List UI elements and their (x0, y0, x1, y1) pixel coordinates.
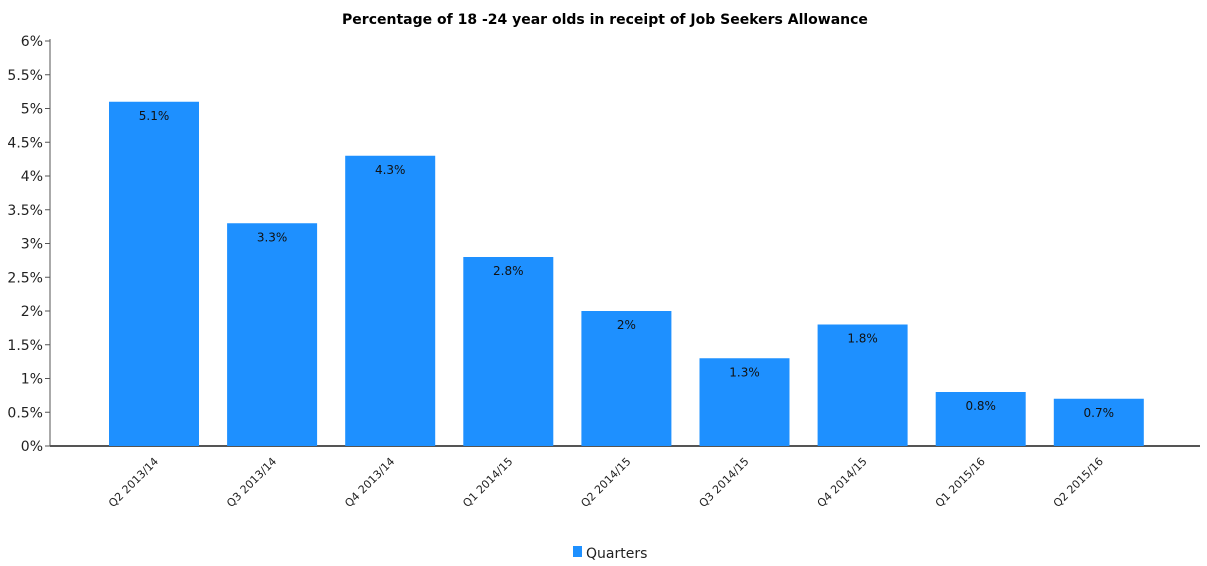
x-tick-label: Q4 2013/14 (342, 455, 397, 510)
y-axis: 0% 0.5% 1% 1.5% 2% 2.5% 3% 3.5% 4% 4.5% 5% 5.5% 6% (7, 34, 51, 455)
x-tick-label: Q2 2013/14 (106, 455, 161, 510)
y-tick-label: 5.5% (7, 68, 43, 84)
data-label: 5.1% (139, 109, 170, 123)
y-tick-label: 6% (21, 34, 43, 50)
y-tick-label: 1.5% (7, 338, 43, 354)
y-tick-label: 2% (21, 304, 43, 320)
x-tick-label: Q1 2015/16 (933, 455, 988, 510)
x-tick-label: Q2 2015/16 (1051, 455, 1106, 510)
data-label: 2% (617, 318, 636, 332)
data-label: 2.8% (493, 264, 524, 278)
bar (935, 392, 1026, 446)
data-label: 4.3% (375, 163, 406, 177)
bar (1053, 398, 1144, 446)
x-tick-label: Q1 2014/15 (460, 455, 515, 510)
bar (109, 101, 199, 446)
bar (817, 324, 908, 446)
y-tick-label: 2.5% (7, 270, 43, 286)
x-tick-label: Q3 2013/14 (224, 455, 279, 510)
x-axis: Q2 2013/14 Q3 2013/14 Q4 2013/14 Q1 2014/15… (50, 445, 1200, 510)
bars: 5.1% 3.3% 4.3% 2.8% 2% 1.3% 1.8% 0.8% 0.7% (109, 101, 1144, 446)
y-tick-label: 3.5% (7, 203, 43, 219)
y-tick-label: 4% (21, 169, 43, 185)
legend: Quarters (573, 546, 647, 562)
bar (227, 223, 318, 446)
legend-label-quarters: Quarters (586, 546, 647, 562)
chart-title: Percentage of 18 -24 year olds in receip… (342, 12, 868, 28)
bar (699, 358, 790, 446)
data-label: 0.8% (965, 399, 996, 413)
bar (463, 257, 554, 446)
y-tick-label: 4.5% (7, 135, 43, 151)
legend-swatch (573, 546, 582, 557)
data-label: 1.3% (729, 365, 760, 379)
data-label: 1.8% (847, 332, 878, 346)
y-tick-label: 0.5% (7, 405, 43, 421)
data-label: 0.7% (1084, 406, 1115, 420)
bar (581, 311, 672, 446)
x-tick-label: Q4 2014/15 (815, 455, 870, 510)
y-tick-label: 1% (21, 372, 43, 388)
y-tick-label: 5% (21, 102, 43, 118)
x-tick-label: Q2 2014/15 (578, 455, 633, 510)
bar (345, 155, 436, 446)
x-tick-label: Q3 2014/15 (697, 455, 752, 510)
data-label: 3.3% (257, 230, 288, 244)
y-tick-label: 0% (21, 439, 43, 455)
y-tick-label: 3% (21, 237, 43, 253)
